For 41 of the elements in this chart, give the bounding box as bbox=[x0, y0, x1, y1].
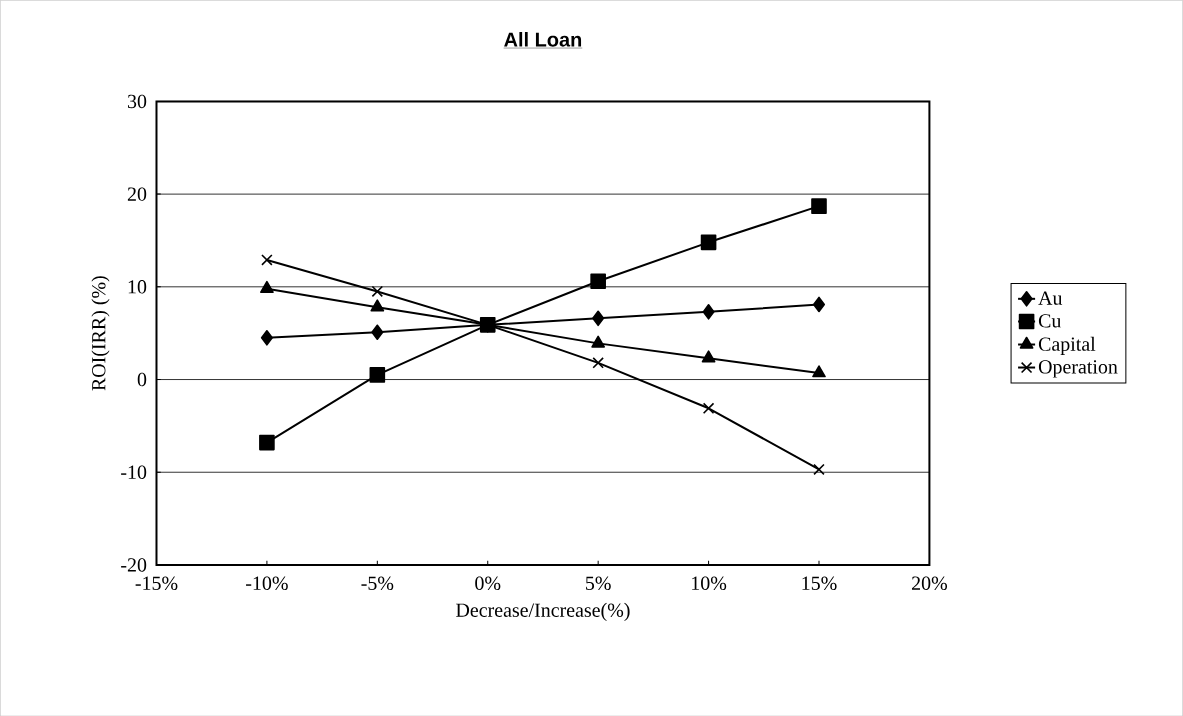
legend-label: Au bbox=[1038, 291, 1063, 305]
x-tick-label: 0% bbox=[475, 576, 501, 590]
y-tick-label: -10 bbox=[121, 465, 147, 479]
y-tick-label: 30 bbox=[127, 94, 147, 108]
point bbox=[260, 280, 274, 293]
y-tick-label: 10 bbox=[128, 279, 147, 294]
point bbox=[811, 198, 827, 214]
y-tick-label: 20 bbox=[127, 187, 147, 201]
point bbox=[592, 356, 604, 369]
point bbox=[371, 324, 384, 340]
x-tick-label: 20% bbox=[912, 576, 948, 590]
legend-label: Capital bbox=[1038, 336, 1096, 355]
legend-label: Cu bbox=[1038, 313, 1062, 328]
x-tick-label: 5% bbox=[586, 576, 611, 590]
point bbox=[259, 434, 275, 451]
point bbox=[592, 310, 605, 326]
legend-label: Operation bbox=[1038, 359, 1118, 378]
point bbox=[261, 253, 273, 266]
point bbox=[702, 303, 715, 320]
y-tick-label: 0 bbox=[137, 372, 147, 387]
point bbox=[700, 234, 717, 250]
x-tick-label: -5% bbox=[361, 576, 394, 590]
point bbox=[371, 285, 384, 297]
point bbox=[813, 463, 825, 475]
x-tick-label: 10% bbox=[692, 576, 727, 590]
y-axis-title: ROI(IRR) (%) bbox=[91, 275, 110, 391]
point bbox=[702, 402, 715, 414]
x-tick-label: 15% bbox=[802, 576, 837, 590]
x-tick-label: -10% bbox=[246, 576, 288, 590]
point bbox=[701, 350, 716, 363]
chart-title: All Loan bbox=[504, 31, 582, 47]
point bbox=[260, 329, 273, 346]
y-tick-label: -20 bbox=[121, 558, 147, 572]
point bbox=[370, 299, 385, 312]
point bbox=[369, 366, 386, 383]
point bbox=[590, 273, 606, 289]
point bbox=[591, 335, 606, 348]
x-axis-title: Decrease/Increase(%) bbox=[456, 602, 630, 621]
point bbox=[812, 365, 826, 378]
point bbox=[812, 296, 826, 313]
x-tick-label: -15% bbox=[135, 576, 178, 590]
